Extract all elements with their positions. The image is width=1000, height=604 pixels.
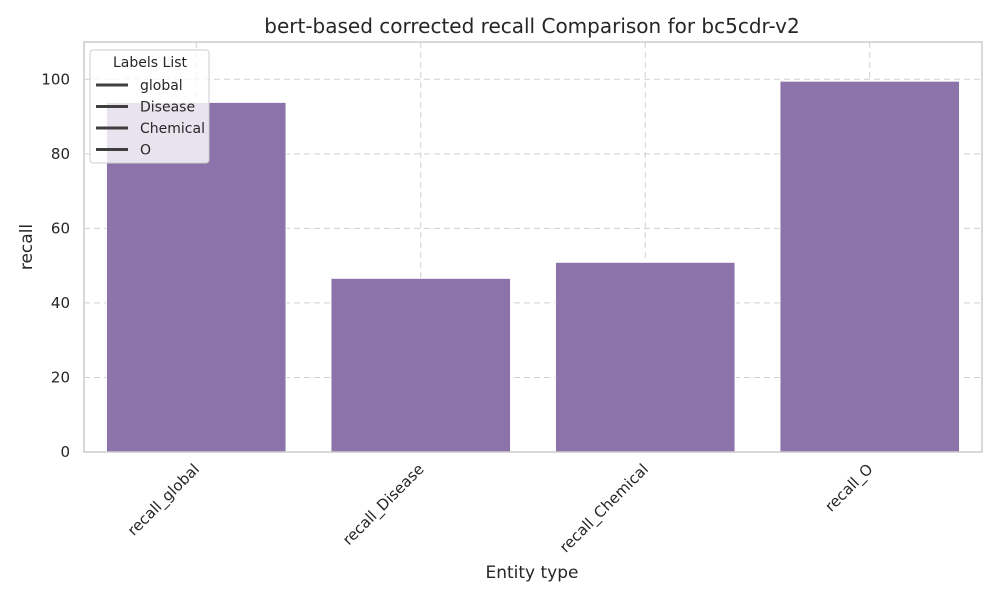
chart-title: bert-based corrected recall Comparison f…: [264, 14, 799, 38]
bar-recall-chemical: [554, 261, 736, 453]
x-axis-label: Entity type: [485, 563, 578, 583]
x-tick-label: recall_O: [821, 460, 877, 516]
legend-entry-label: Disease: [140, 100, 195, 116]
legend-entry-label: global: [140, 78, 183, 94]
x-tick-label: recall_global: [124, 460, 204, 540]
y-tick-label: 20: [51, 368, 70, 386]
y-tick-label: 0: [60, 443, 70, 461]
legend-entry-label: O: [140, 143, 151, 159]
bars-layer: [105, 80, 961, 453]
y-tick-label: 80: [51, 145, 70, 163]
y-tick-labels: 0 20 40 60 80 100: [41, 70, 70, 461]
x-tick-label: recall_Disease: [339, 460, 428, 549]
legend-title: Labels List: [113, 55, 187, 71]
y-tick-label: 100: [41, 70, 70, 88]
legend-entries: global Disease Chemical O: [96, 78, 205, 159]
x-tick-label: recall_Chemical: [556, 460, 653, 557]
legend: Labels List global Disease Chemical O: [89, 49, 210, 164]
legend-box: [89, 49, 210, 164]
y-tick-label: 60: [51, 219, 70, 237]
y-tick-label: 40: [51, 294, 70, 312]
y-axis-label: recall: [17, 224, 37, 270]
bar-recall-o: [779, 80, 961, 453]
legend-entry-label: Chemical: [140, 121, 205, 137]
bar-recall-disease: [330, 277, 512, 453]
plot-frame: [83, 41, 983, 453]
x-tick-labels: recall_global recall_Disease recall_Chemic…: [124, 460, 877, 557]
